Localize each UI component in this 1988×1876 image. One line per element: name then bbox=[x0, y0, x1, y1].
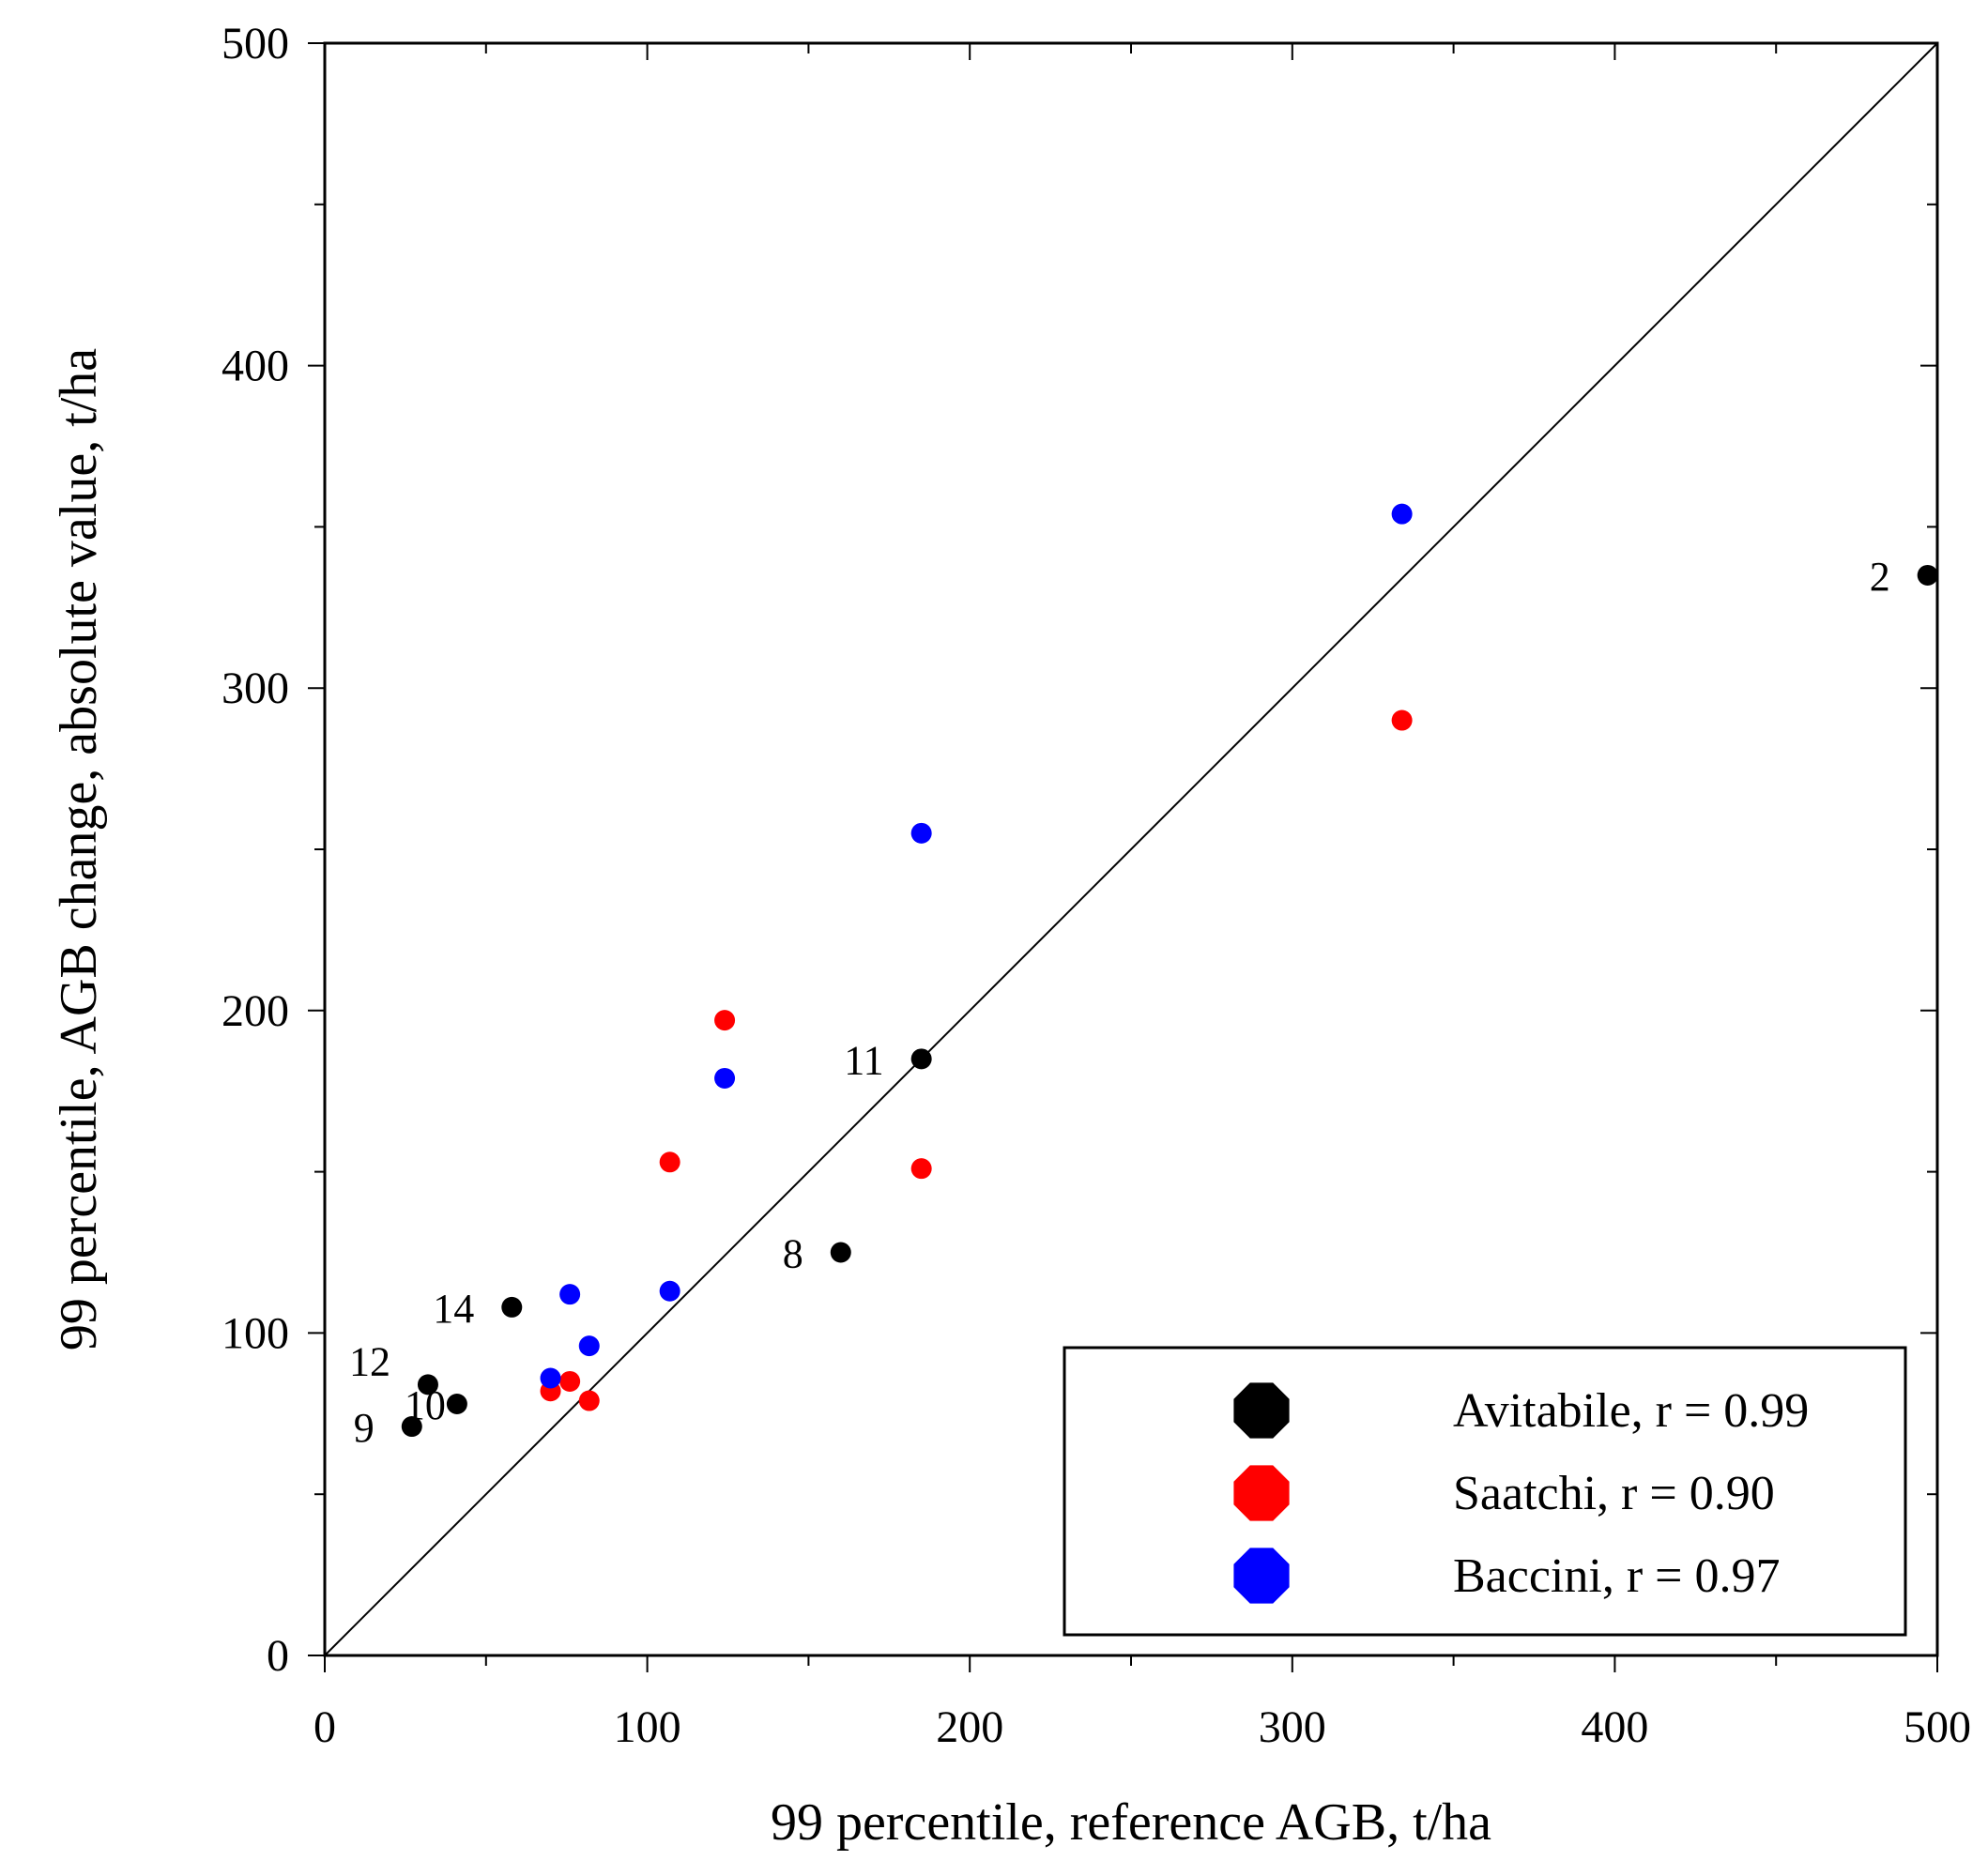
point-label-9: 9 bbox=[354, 1405, 375, 1451]
data-point-2-4 bbox=[714, 1067, 736, 1089]
y-tick-label: 200 bbox=[222, 986, 289, 1036]
data-point-2-1 bbox=[559, 1284, 581, 1305]
legend: Avitabile, r = 0.99 Saatchi, r = 0.90 Ba… bbox=[1063, 1346, 1907, 1637]
axis-tick-labels: 0 100 200 300 400 500 0 100 200 300 400 500 bbox=[222, 19, 1971, 1752]
data-point-2-6 bbox=[1391, 503, 1413, 525]
data-point-2-2 bbox=[578, 1335, 600, 1357]
legend-marker-saatchi bbox=[1233, 1465, 1290, 1521]
x-tick-label: 400 bbox=[1581, 1702, 1648, 1752]
data-points bbox=[401, 503, 1938, 1438]
legend-label-avitabile: Avitabile, r = 0.99 bbox=[1453, 1384, 1809, 1438]
y-tick-label: 100 bbox=[222, 1308, 289, 1358]
point-label-12: 12 bbox=[349, 1338, 390, 1384]
y-tick-label: 300 bbox=[222, 663, 289, 713]
x-axis-title: 99 percentile, reference AGB, t/ha bbox=[771, 1793, 1491, 1852]
legend-box bbox=[1063, 1346, 1907, 1637]
x-tick-label: 200 bbox=[936, 1702, 1003, 1752]
point-label-14: 14 bbox=[433, 1286, 474, 1332]
y-tick-label: 400 bbox=[222, 342, 289, 391]
point-label-8: 8 bbox=[783, 1231, 803, 1277]
x-tick-label: 0 bbox=[313, 1702, 336, 1752]
y-tick-label: 0 bbox=[267, 1631, 289, 1681]
legend-label-baccini: Baccini, r = 0.97 bbox=[1453, 1549, 1780, 1603]
data-point-2-5 bbox=[910, 822, 932, 844]
data-point-0-5 bbox=[910, 1048, 932, 1070]
x-tick-label: 300 bbox=[1259, 1702, 1326, 1752]
legend-marker-baccini bbox=[1233, 1548, 1290, 1604]
y-axis-title: 99 percentile, AGB change, absolute valu… bbox=[50, 348, 108, 1350]
legend-marker-avitabile bbox=[1233, 1382, 1290, 1439]
x-tick-label: 100 bbox=[614, 1702, 681, 1752]
data-point-1-5 bbox=[910, 1158, 932, 1180]
data-point-1-1 bbox=[559, 1370, 581, 1392]
point-label-10: 10 bbox=[405, 1382, 446, 1428]
legend-label-saatchi: Saatchi, r = 0.90 bbox=[1453, 1467, 1775, 1520]
point-label-2: 2 bbox=[1870, 554, 1890, 600]
data-point-1-6 bbox=[1391, 709, 1413, 731]
data-point-0-4 bbox=[830, 1242, 851, 1263]
point-labels: 9 12 10 14 8 11 2 bbox=[349, 554, 1890, 1451]
data-point-0-0 bbox=[401, 1416, 422, 1438]
data-point-1-2 bbox=[578, 1390, 600, 1411]
one-to-one-line bbox=[324, 42, 1938, 1656]
data-point-0-2 bbox=[446, 1393, 467, 1414]
data-point-2-0 bbox=[540, 1367, 561, 1389]
data-point-2-3 bbox=[659, 1280, 681, 1302]
data-point-0-6 bbox=[1917, 564, 1938, 586]
x-tick-label: 500 bbox=[1904, 1702, 1971, 1752]
point-label-11: 11 bbox=[844, 1037, 883, 1083]
data-point-1-3 bbox=[659, 1152, 681, 1173]
data-point-0-3 bbox=[501, 1296, 523, 1318]
y-tick-label: 500 bbox=[222, 19, 289, 69]
data-point-1-4 bbox=[714, 1010, 736, 1031]
data-point-0-1 bbox=[417, 1374, 438, 1396]
axis-ticks bbox=[308, 42, 1938, 1672]
